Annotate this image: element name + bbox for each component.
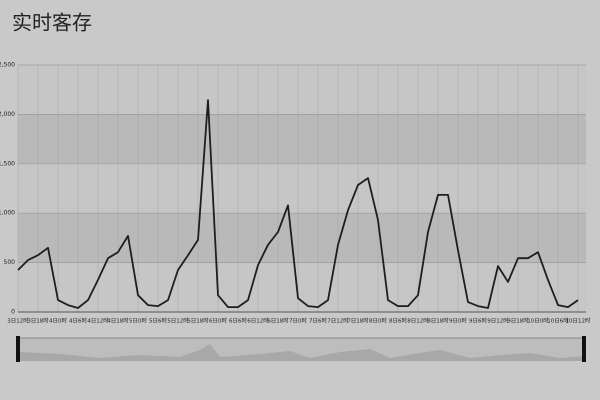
x-tick-label: 3日12时 [7, 317, 29, 325]
y-tick-label: 1,000 [0, 210, 15, 217]
y-tick-label: 0 [11, 309, 15, 316]
x-tick-label: 8日18时 [427, 317, 449, 325]
x-tick-label: 10日12时 [566, 317, 591, 325]
x-tick-label: 5日0时 [129, 317, 147, 325]
x-tick-label: 9日6时 [469, 317, 487, 325]
x-tick-label: 10日0时 [527, 317, 549, 325]
x-tick-label: 4日6时 [69, 317, 87, 325]
x-tick-label: 7日18时 [347, 317, 369, 325]
plot-band [18, 262, 586, 312]
x-tick-label: 4日18时 [107, 317, 129, 325]
plot-band [18, 163, 586, 214]
plot-band [18, 213, 586, 263]
navigator-handle[interactable] [16, 336, 20, 362]
x-tick-label: 5日12时 [167, 317, 189, 325]
x-tick-label: 6日12时 [247, 317, 269, 325]
x-tick-label: 9日0时 [449, 317, 467, 325]
x-tick-label: 7日12时 [327, 317, 349, 325]
x-tick-label: 6日18时 [267, 317, 289, 325]
x-tick-label: 5日6时 [149, 317, 167, 325]
x-tick-label: 5日18时 [187, 317, 209, 325]
x-tick-label: 8日6时 [389, 317, 407, 325]
x-tick-label: 3日18时 [27, 317, 49, 325]
chart-title: 实时客存 [12, 11, 92, 35]
x-tick-label: 9日18时 [507, 317, 529, 325]
x-tick-label: 8日0时 [369, 317, 387, 325]
x-tick-label: 6日6时 [229, 317, 247, 325]
x-tick-label: 10日6时 [547, 317, 569, 325]
y-tick-label: 1,500 [0, 160, 15, 167]
y-tick-label: 2,500 [0, 62, 15, 69]
x-tick-label: 9日12时 [487, 317, 509, 325]
x-tick-label: 7日6时 [309, 317, 327, 325]
line [17, 99, 579, 309]
x-tick-label: 8日12时 [407, 317, 429, 325]
x-tick-label: 6日0时 [209, 317, 227, 325]
plot-band [18, 114, 586, 164]
y-tick-label: 500 [4, 259, 16, 266]
plot-band [18, 65, 586, 115]
navigator [16, 336, 586, 362]
navigator-handle[interactable] [582, 336, 586, 362]
x-tick-label: 7日0时 [289, 317, 307, 325]
x-tick-label: 4日0时 [49, 317, 67, 325]
navigator-area [18, 344, 584, 360]
x-tick-label: 4日12时 [87, 317, 109, 325]
y-tick-label: 2,000 [0, 111, 15, 118]
